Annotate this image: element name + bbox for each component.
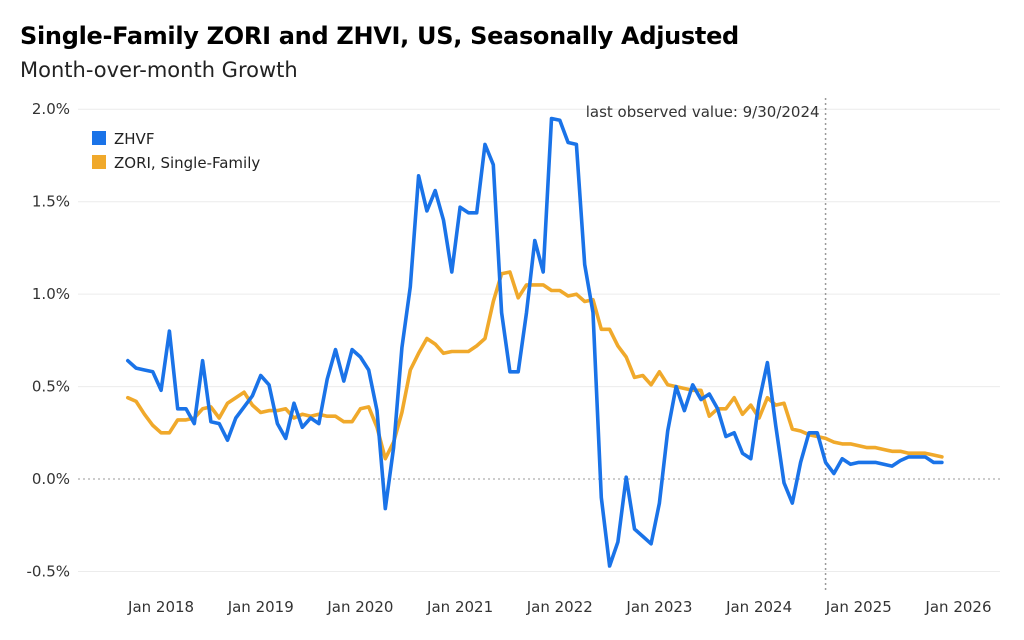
series-lines xyxy=(126,116,944,568)
x-tick-label: Jan 2019 xyxy=(227,598,294,616)
y-tick-label: 0.5% xyxy=(32,378,70,396)
y-tick-label: 2.0% xyxy=(32,100,70,118)
series-line-zhvf xyxy=(126,116,944,568)
y-tick-label: 1.0% xyxy=(32,285,70,303)
y-tick-label: -0.5% xyxy=(26,563,70,581)
y-axis: -0.5% 0.0% 0.5% 1.0% 1.5% 2.0% xyxy=(26,100,70,580)
x-tick-label: Jan 2023 xyxy=(625,598,692,616)
x-tick-label: Jan 2025 xyxy=(825,598,892,616)
x-axis: Jan 2018 Jan 2019 Jan 2020 Jan 2021 Jan 2022… xyxy=(127,598,991,616)
x-tick-label: Jan 2021 xyxy=(426,598,493,616)
x-tick-label: Jan 2018 xyxy=(127,598,194,616)
chart-title: Single-Family ZORI and ZHVI, US, Seasona… xyxy=(20,22,739,50)
legend: ZHVF ZORI, Single-Family xyxy=(92,130,260,172)
legend-swatch-zori-single-family xyxy=(92,155,106,169)
annotation: last observed value: 9/30/2024 xyxy=(586,98,827,590)
gridlines xyxy=(78,108,1000,573)
legend-label-zhvf: ZHVF xyxy=(114,130,154,148)
x-tick-label: Jan 2020 xyxy=(326,598,393,616)
last-observed-label: last observed value: 9/30/2024 xyxy=(586,103,820,121)
x-tick-label: Jan 2026 xyxy=(924,598,991,616)
series-line-zori-single-family xyxy=(126,270,944,461)
legend-label-zori-single-family: ZORI, Single-Family xyxy=(114,154,260,172)
y-tick-label: 0.0% xyxy=(32,470,70,488)
y-tick-label: 1.5% xyxy=(32,193,70,211)
legend-swatch-zhvf xyxy=(92,131,106,145)
chart-subtitle: Month-over-month Growth xyxy=(20,58,298,82)
x-tick-label: Jan 2022 xyxy=(526,598,593,616)
x-tick-label: Jan 2024 xyxy=(725,598,792,616)
